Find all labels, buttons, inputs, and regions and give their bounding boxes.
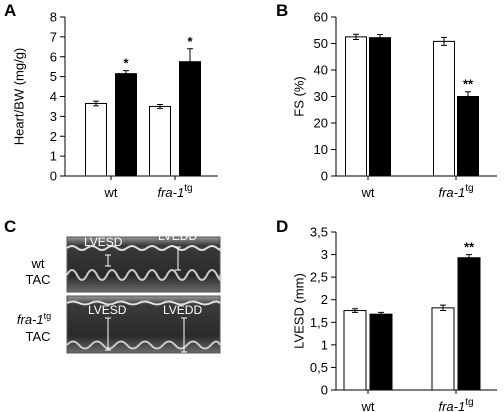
y-tick-label: 0 xyxy=(321,383,328,398)
y-tick-label: 10 xyxy=(314,142,328,157)
bar xyxy=(115,73,137,177)
bar xyxy=(457,257,481,391)
y-tick-label: 8 xyxy=(50,10,57,25)
y-axis-label: Heart/BW (mg/g) xyxy=(11,48,26,146)
y-axis-label: LVESD (mm) xyxy=(291,273,306,349)
bar xyxy=(457,96,479,177)
echo-label: LVEDD xyxy=(158,229,197,243)
x-tick-label: wt xyxy=(361,185,375,200)
y-tick-label: 20 xyxy=(314,116,328,131)
x-tick-label: wt xyxy=(361,399,375,412)
error-bar xyxy=(93,100,99,107)
error-bar xyxy=(440,304,446,312)
y-tick-label: 3,5 xyxy=(310,225,328,240)
panel-label: D xyxy=(276,217,288,236)
y-tick-label: 3 xyxy=(50,109,57,124)
y-tick-label: 2,5 xyxy=(310,270,328,285)
y-tick-label: 60 xyxy=(314,10,328,25)
error-bar xyxy=(352,308,358,313)
error-bar xyxy=(377,33,383,42)
error-bar xyxy=(465,91,471,102)
error-bar xyxy=(441,36,447,46)
y-axis-label: FS (%) xyxy=(291,76,306,116)
bar xyxy=(345,36,367,177)
y-tick-label: 1,5 xyxy=(310,315,328,330)
x-tick-label: fra-1tg xyxy=(157,183,192,200)
echo-image: LVESD LVEDD xyxy=(66,295,221,354)
x-tick-label: wt xyxy=(104,185,118,200)
error-bar xyxy=(378,311,384,317)
x-tick-text: wt xyxy=(104,185,118,200)
bar xyxy=(369,37,391,177)
significance: * xyxy=(123,56,129,71)
x-tick-text: fra-1 xyxy=(438,185,465,200)
y-tick-label: 3 xyxy=(321,247,328,262)
bar xyxy=(343,310,367,391)
y-tick-label: 0 xyxy=(321,169,328,184)
x-tick-label: fra-1tg xyxy=(438,183,473,200)
x-tick-sup: tg xyxy=(465,183,473,194)
y-tick-label: 40 xyxy=(314,63,328,78)
x-tick-text: fra-1 xyxy=(157,185,184,200)
row-label-text: fra-1 xyxy=(17,312,44,327)
error-bar xyxy=(157,103,163,109)
echo-image: LVESD LVEDD xyxy=(66,229,222,293)
bar xyxy=(431,307,455,391)
row-condition: TAC xyxy=(25,272,50,287)
bar xyxy=(85,102,107,177)
x-tick-text: wt xyxy=(361,185,375,200)
row-label: wt xyxy=(31,256,45,271)
panel-label: B xyxy=(276,1,288,20)
y-tick-label: 6 xyxy=(50,49,57,64)
y-tick-label: 4 xyxy=(50,89,57,104)
panel-label: A xyxy=(4,1,16,20)
significance: * xyxy=(187,34,193,49)
bar xyxy=(433,40,455,177)
bar xyxy=(149,105,171,177)
error-bar xyxy=(123,70,129,78)
error-bar xyxy=(353,33,359,41)
error-bar xyxy=(187,48,193,76)
x-tick-text: fra-1 xyxy=(438,399,465,412)
y-tick-label: 1 xyxy=(50,149,57,164)
x-tick-sup: tg xyxy=(184,183,192,194)
panel-label: C xyxy=(4,217,16,236)
y-tick-label: 1 xyxy=(321,337,328,352)
significance: ** xyxy=(464,240,475,255)
x-tick-label: fra-1tg xyxy=(438,397,473,412)
y-tick-label: 2 xyxy=(321,292,328,307)
y-tick-label: 0 xyxy=(50,169,57,184)
x-tick-sup: tg xyxy=(465,397,473,408)
error-bar xyxy=(466,254,472,262)
echo-label: LVEDD xyxy=(163,303,202,317)
y-tick-label: 2 xyxy=(50,129,57,144)
echo-label: LVESD xyxy=(84,235,123,249)
row-label-sup: tg xyxy=(44,311,52,321)
y-tick-label: 0,5 xyxy=(310,360,328,375)
significance: ** xyxy=(463,77,474,92)
y-tick-label: 50 xyxy=(314,36,328,51)
y-tick-label: 30 xyxy=(314,89,328,104)
y-tick-label: 5 xyxy=(50,69,57,84)
echo-label: LVESD xyxy=(88,303,127,317)
bar xyxy=(179,61,201,177)
row-label: fra-1tg xyxy=(17,311,51,327)
bar xyxy=(369,313,393,391)
row-condition: TAC xyxy=(25,329,50,344)
y-tick-label: 7 xyxy=(50,29,57,44)
x-tick-text: wt xyxy=(361,399,375,412)
